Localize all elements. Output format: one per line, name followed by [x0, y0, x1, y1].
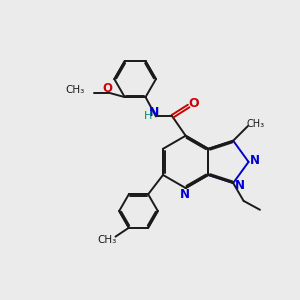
Text: N: N — [149, 106, 160, 119]
Text: H: H — [143, 110, 152, 121]
Text: N: N — [235, 179, 245, 192]
Text: N: N — [180, 188, 190, 201]
Text: CH₃: CH₃ — [247, 119, 265, 129]
Text: N: N — [250, 154, 260, 167]
Text: O: O — [189, 97, 199, 110]
Text: O: O — [103, 82, 113, 95]
Text: CH₃: CH₃ — [98, 235, 117, 244]
Text: CH₃: CH₃ — [65, 85, 85, 95]
